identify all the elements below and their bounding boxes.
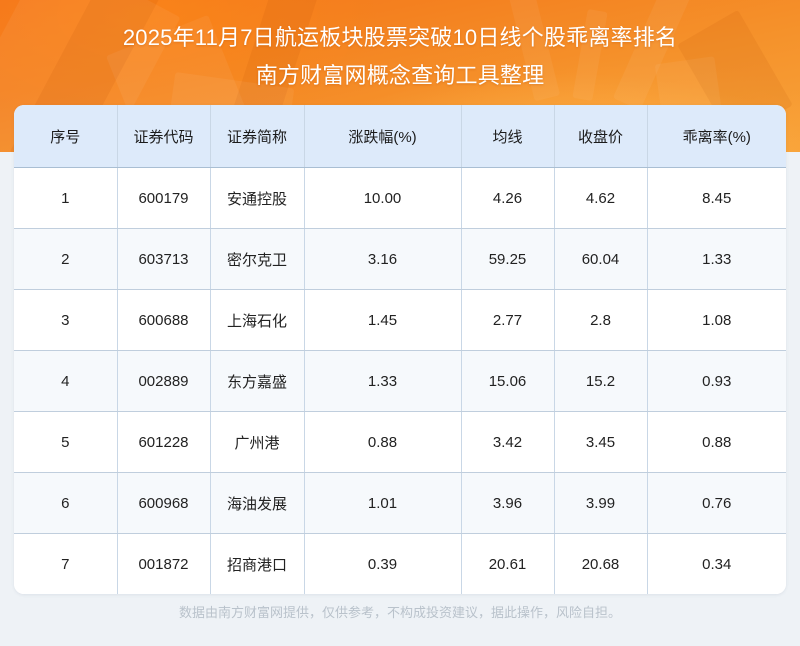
column-header-moving-avg[interactable]: 均线	[461, 105, 555, 168]
page-subtitle: 南方财富网概念查询工具整理	[255, 63, 545, 88]
disclaimer-note: 数据由南方财富网提供，仅供参考，不构成投资建议，据此操作，风险自担。	[178, 605, 621, 620]
cell-moving-avg: 3.42	[461, 411, 555, 473]
cell-bias-ratio: 1.33	[647, 228, 786, 290]
column-header-stock-name[interactable]: 证券简称	[210, 105, 305, 168]
cell-rank: 5	[14, 411, 118, 473]
table-row[interactable]: 5 601228 广州港 0.88 3.42 3.45 0.88	[14, 411, 786, 473]
table-row[interactable]: 2 603713 密尔克卫 3.16 59.25 60.04 1.33	[14, 228, 786, 290]
cell-change-pct: 1.33	[304, 350, 462, 412]
table-row[interactable]: 7 001872 招商港口 0.39 20.61 20.68 0.34	[14, 533, 786, 594]
cell-rank: 2	[14, 228, 118, 290]
column-header-bias-ratio[interactable]: 乖离率(%)	[647, 105, 786, 168]
cell-stock-name: 上海石化	[210, 289, 305, 351]
cell-stock-name: 招商港口	[210, 533, 305, 594]
cell-bias-ratio: 1.08	[647, 289, 786, 351]
cell-stock-code: 603713	[117, 228, 211, 290]
cell-stock-name: 广州港	[210, 411, 305, 473]
cell-change-pct: 0.88	[304, 411, 462, 473]
column-header-stock-code[interactable]: 证券代码	[117, 105, 211, 168]
column-header-rank[interactable]: 序号	[14, 105, 118, 168]
table-row[interactable]: 1 600179 安通控股 10.00 4.26 4.62 8.45	[14, 167, 786, 229]
cell-stock-name: 海油发展	[210, 472, 305, 534]
cell-moving-avg: 20.61	[461, 533, 555, 594]
cell-rank: 3	[14, 289, 118, 351]
cell-stock-code: 002889	[117, 350, 211, 412]
cell-close-price: 3.99	[554, 472, 648, 534]
cell-close-price: 4.62	[554, 167, 648, 229]
cell-bias-ratio: 0.88	[647, 411, 786, 473]
cell-moving-avg: 4.26	[461, 167, 555, 229]
cell-stock-code: 600179	[117, 167, 211, 229]
cell-change-pct: 1.45	[304, 289, 462, 351]
cell-stock-code: 001872	[117, 533, 211, 594]
cell-stock-code: 600688	[117, 289, 211, 351]
cell-moving-avg: 3.96	[461, 472, 555, 534]
cell-change-pct: 10.00	[304, 167, 462, 229]
cell-rank: 7	[14, 533, 118, 594]
table-header-row: 序号 证券代码 证券简称 涨跌幅(%) 均线 收盘价 乖离率(%)	[14, 105, 786, 168]
cell-close-price: 20.68	[554, 533, 648, 594]
cell-change-pct: 0.39	[304, 533, 462, 594]
cell-close-price: 2.8	[554, 289, 648, 351]
ranking-table: 序号 证券代码 证券简称 涨跌幅(%) 均线 收盘价 乖离率(%) 1 6001…	[14, 105, 786, 594]
cell-rank: 1	[14, 167, 118, 229]
cell-close-price: 15.2	[554, 350, 648, 412]
cell-moving-avg: 59.25	[461, 228, 555, 290]
table-row[interactable]: 6 600968 海油发展 1.01 3.96 3.99 0.76	[14, 472, 786, 534]
banner-title-group: 2025年11月7日航运板块股票突破10日线个股乖离率排名 南方财富网概念查询工…	[0, 0, 800, 91]
table-body: 1 600179 安通控股 10.00 4.26 4.62 8.45 2 603…	[14, 167, 786, 594]
cell-close-price: 60.04	[554, 228, 648, 290]
cell-bias-ratio: 0.34	[702, 555, 732, 573]
column-header-change-pct[interactable]: 涨跌幅(%)	[304, 105, 462, 168]
table-row[interactable]: 3 600688 上海石化 1.45 2.77 2.8 1.08	[14, 289, 786, 351]
cell-bias-ratio: 0.76	[647, 472, 786, 534]
cell-stock-name: 东方嘉盛	[210, 350, 305, 412]
cell-change-pct: 3.16	[304, 228, 462, 290]
cell-moving-avg: 2.77	[461, 289, 555, 351]
page-title: 2025年11月7日航运板块股票突破10日线个股乖离率排名	[122, 25, 678, 50]
ranking-table-card: 序号 证券代码 证券简称 涨跌幅(%) 均线 收盘价 乖离率(%) 1 6001…	[14, 105, 786, 594]
table-row[interactable]: 4 002889 东方嘉盛 1.33 15.06 15.2 0.93	[14, 350, 786, 412]
cell-bias-ratio: 0.93	[647, 350, 786, 412]
cell-stock-name: 安通控股	[210, 167, 305, 229]
cell-change-pct: 1.01	[304, 472, 462, 534]
column-header-close-price[interactable]: 收盘价	[554, 105, 648, 168]
cell-rank: 4	[14, 350, 118, 412]
cell-stock-code: 601228	[117, 411, 211, 473]
cell-stock-name: 密尔克卫	[210, 228, 305, 290]
cell-bias-ratio: 8.45	[647, 167, 786, 229]
cell-moving-avg: 15.06	[461, 350, 555, 412]
cell-rank: 6	[14, 472, 118, 534]
cell-close-price: 3.45	[554, 411, 648, 473]
cell-stock-code: 600968	[117, 472, 211, 534]
table-header: 序号 证券代码 证券简称 涨跌幅(%) 均线 收盘价 乖离率(%)	[14, 105, 786, 168]
